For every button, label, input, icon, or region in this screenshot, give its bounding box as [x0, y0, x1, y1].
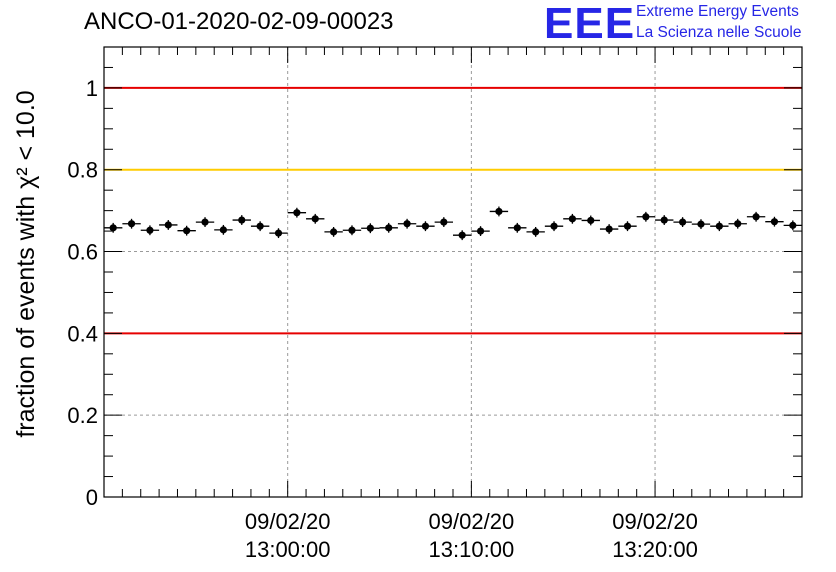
data-marker — [513, 224, 521, 232]
data-point — [232, 215, 251, 225]
data-marker — [568, 215, 576, 223]
data-marker — [715, 222, 723, 230]
chart-title: ANCO-01-2020-02-09-00023 — [84, 8, 394, 35]
data-marker — [274, 229, 283, 237]
data-point — [453, 230, 472, 241]
data-marker — [127, 220, 136, 228]
x-tick-label-time: 13:20:00 — [612, 537, 698, 562]
x-tick-label-time: 13:00:00 — [245, 537, 331, 562]
data-point — [342, 225, 362, 236]
data-marker — [458, 231, 466, 239]
data-point — [563, 213, 582, 224]
data-marker — [789, 221, 797, 229]
data-marker — [366, 224, 374, 232]
y-tick-label: 0.8 — [67, 158, 98, 183]
data-point — [159, 220, 178, 230]
data-point — [489, 206, 509, 217]
y-tick-label: 1 — [86, 76, 98, 101]
data-point — [434, 217, 453, 227]
data-marker — [752, 213, 760, 221]
data-point — [618, 221, 637, 232]
data-marker — [623, 222, 632, 230]
y-tick-label: 0.4 — [67, 321, 98, 346]
data-marker — [403, 220, 411, 228]
data-marker — [697, 220, 705, 228]
logo-subtitle-1: Extreme Energy Events — [636, 3, 799, 20]
data-marker — [495, 207, 503, 216]
data-point — [195, 217, 215, 227]
data-marker — [183, 227, 191, 235]
data-marker — [679, 218, 687, 226]
data-marker — [587, 216, 595, 225]
data-point — [324, 227, 343, 237]
data-point — [177, 225, 196, 236]
data-marker — [532, 228, 540, 236]
data-point — [746, 211, 766, 222]
data-marker — [238, 216, 246, 224]
data-point — [397, 218, 417, 229]
data-marker — [385, 224, 393, 232]
y-tick-label: 0.2 — [67, 403, 98, 428]
data-marker — [164, 221, 172, 229]
data-point — [471, 226, 490, 236]
data-point — [526, 227, 545, 237]
data-point — [599, 224, 619, 234]
x-tick-label-date: 09/02/20 — [612, 509, 698, 534]
data-point — [214, 224, 233, 235]
x-tick-label-date: 09/02/20 — [245, 509, 331, 534]
data-marker — [256, 222, 264, 230]
data-point — [250, 221, 270, 232]
data-marker — [421, 222, 430, 230]
x-tick-label-date: 09/02/20 — [429, 509, 515, 534]
data-marker — [642, 213, 650, 221]
data-marker — [550, 222, 558, 230]
data-marker — [311, 215, 319, 223]
data-point — [673, 217, 692, 227]
data-marker — [219, 226, 227, 234]
data-point — [122, 218, 141, 229]
data-marker — [201, 218, 209, 226]
data-marker — [109, 224, 117, 232]
data-point — [710, 221, 729, 232]
data-point — [269, 228, 288, 239]
plot-frame — [103, 46, 803, 498]
y-axis-label: fraction of events with χ² < 10.0 — [12, 90, 40, 437]
x-tick-label-time: 13:10:00 — [429, 537, 515, 562]
data-point — [581, 215, 600, 226]
data-marker — [770, 218, 779, 226]
data-point — [287, 207, 307, 218]
data-point — [783, 220, 802, 231]
data-point — [508, 222, 527, 233]
data-point — [765, 216, 784, 227]
logo-subtitle-2: La Scienza nelle Scuole — [636, 24, 802, 41]
data-marker — [330, 228, 338, 236]
eee-logo: EEE — [544, 0, 636, 48]
data-point — [140, 225, 160, 236]
data-marker — [440, 218, 448, 226]
y-tick-label: 0.6 — [67, 240, 98, 265]
data-marker — [476, 227, 485, 235]
data-point — [544, 221, 564, 232]
data-point — [361, 223, 380, 234]
data-marker — [348, 226, 356, 234]
data-point — [655, 215, 674, 225]
data-marker — [605, 225, 613, 233]
data-marker — [146, 226, 154, 234]
data-marker — [293, 209, 301, 217]
data-point — [691, 219, 711, 230]
data-point — [728, 218, 747, 229]
data-point — [306, 213, 325, 224]
data-point — [636, 211, 656, 222]
data-marker — [660, 216, 668, 224]
y-tick-label: 0 — [86, 485, 98, 510]
data-marker — [734, 220, 742, 228]
data-point — [416, 221, 435, 232]
data-point — [104, 222, 123, 233]
data-point — [379, 222, 398, 233]
